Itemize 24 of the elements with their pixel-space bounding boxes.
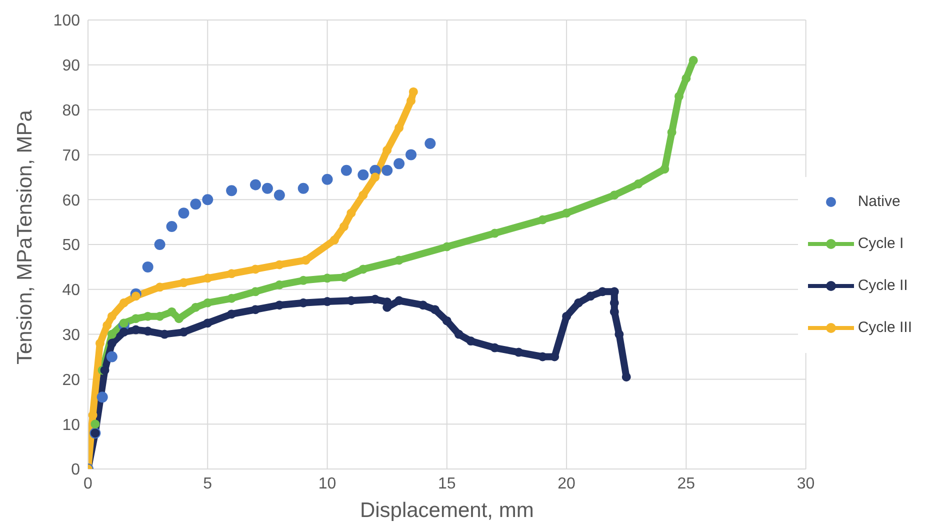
y-tick-label: 100 — [53, 12, 80, 30]
y-tick-label: 30 — [62, 326, 80, 344]
x-tick-label: 0 — [84, 475, 93, 492]
y-tick-label: 50 — [62, 237, 80, 254]
y-tick-label: 80 — [62, 102, 80, 120]
x-tick-label: 20 — [558, 475, 576, 492]
x-tick-label: 15 — [438, 475, 456, 492]
y-tick-label: 20 — [62, 372, 80, 389]
legend-label: Cycle III — [858, 319, 912, 336]
x-tick-label: 5 — [203, 475, 212, 492]
y-tick-label: 70 — [62, 147, 80, 164]
y-tick-label: 40 — [62, 282, 80, 300]
y-axis-title: Tension, MPaTension, MPa — [13, 110, 36, 364]
legend-label: Cycle II — [858, 277, 908, 294]
y-tick-label: 90 — [62, 58, 80, 75]
y-tick-label: 10 — [62, 416, 80, 434]
legend-label: Cycle I — [858, 235, 904, 252]
y-tick-label: 60 — [62, 192, 80, 210]
legend-label: Native — [858, 193, 900, 210]
x-tick-label: 25 — [677, 475, 696, 492]
y-tick-label: 0 — [71, 462, 80, 479]
x-tick-label: 30 — [796, 475, 815, 492]
x-axis-title: Displacement, mm — [360, 499, 534, 522]
x-tick-label: 10 — [318, 475, 336, 492]
